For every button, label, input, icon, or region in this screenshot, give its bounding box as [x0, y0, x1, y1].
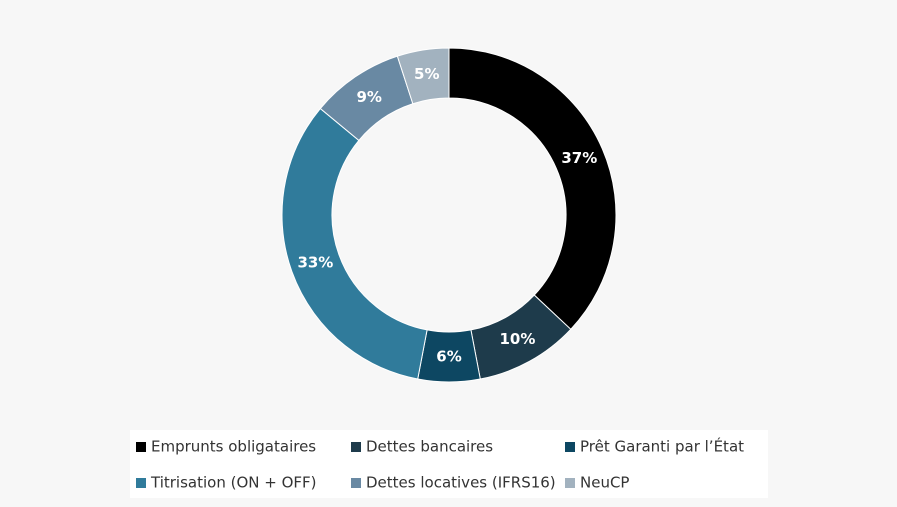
legend-swatch — [565, 478, 575, 488]
data-label: 5% — [414, 65, 439, 83]
donut-slice — [281, 107, 428, 380]
data-label: 37% — [561, 149, 597, 167]
legend-label: Titrisation (ON + OFF) — [150, 474, 317, 492]
donut-slice — [448, 47, 617, 331]
legend-label: Prêt Garanti par l’État — [580, 437, 744, 456]
legend-label: NeuCP — [580, 474, 629, 492]
legend-swatch — [136, 442, 146, 452]
legend-box — [130, 430, 768, 498]
legend-label: Dettes locatives (IFRS16) — [366, 474, 556, 492]
data-label: 6% — [436, 348, 461, 366]
legend-label: Dettes bancaires — [366, 438, 493, 456]
legend-swatch — [136, 478, 146, 488]
data-label: 9% — [356, 88, 381, 106]
legend-swatch — [565, 442, 575, 452]
data-label: 10% — [499, 330, 535, 348]
legend-swatch — [351, 478, 361, 488]
legend-swatch — [351, 442, 361, 452]
data-label: 33% — [297, 254, 333, 272]
donut-slice — [396, 47, 450, 105]
legend-label: Emprunts obligataires — [151, 438, 316, 456]
